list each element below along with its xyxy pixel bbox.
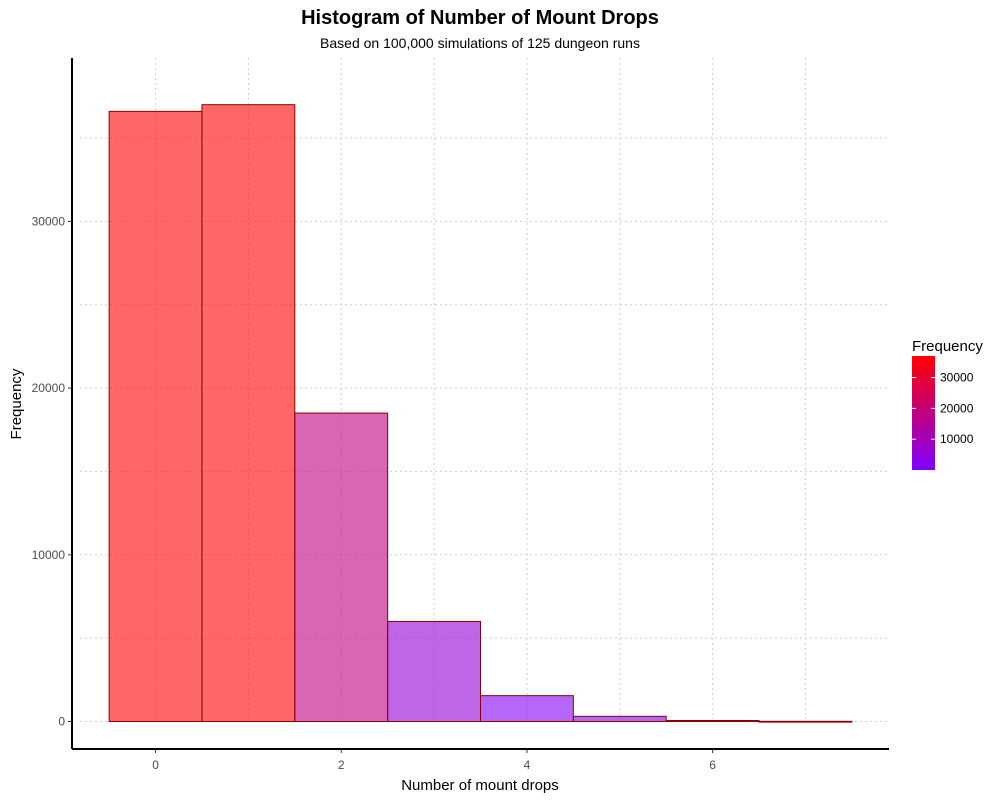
axis-ticks: 0 10000 20000 30000 0 2 4 6	[32, 214, 717, 772]
legend-label: 20000	[940, 401, 974, 415]
histogram-bar	[572, 715, 667, 722]
legend-ticks: 30000 20000 10000	[912, 371, 974, 446]
legend-colorbar	[912, 356, 935, 470]
histogram-bar	[387, 620, 481, 722]
x-tick-label: 4	[524, 758, 531, 772]
y-axis-label: Frequency	[8, 368, 25, 439]
legend-title: Frequency	[912, 338, 983, 355]
x-tick-label: 6	[709, 758, 716, 772]
histogram-bar	[294, 412, 389, 722]
histogram-bar	[201, 104, 296, 722]
x-tick-label: 0	[152, 758, 159, 772]
legend-label: 10000	[940, 432, 974, 446]
y-tick-label: 20000	[32, 381, 66, 395]
x-tick-label: 2	[338, 758, 345, 772]
y-tick-label: 30000	[32, 214, 66, 228]
legend: Frequency 30000 20000 10000	[912, 338, 983, 470]
histogram-bar	[480, 695, 574, 722]
chart-subtitle: Based on 100,000 simulations of 125 dung…	[320, 35, 640, 51]
histogram-bar	[758, 720, 853, 723]
legend-label: 30000	[940, 371, 974, 385]
histogram-bar	[108, 110, 203, 722]
histogram-bar	[665, 719, 760, 722]
x-axis-label: Number of mount drops	[401, 777, 559, 794]
chart-title: Histogram of Number of Mount Drops	[301, 7, 659, 29]
bars	[108, 104, 853, 723]
y-tick-label: 10000	[32, 548, 66, 562]
y-tick-label: 0	[58, 714, 65, 728]
